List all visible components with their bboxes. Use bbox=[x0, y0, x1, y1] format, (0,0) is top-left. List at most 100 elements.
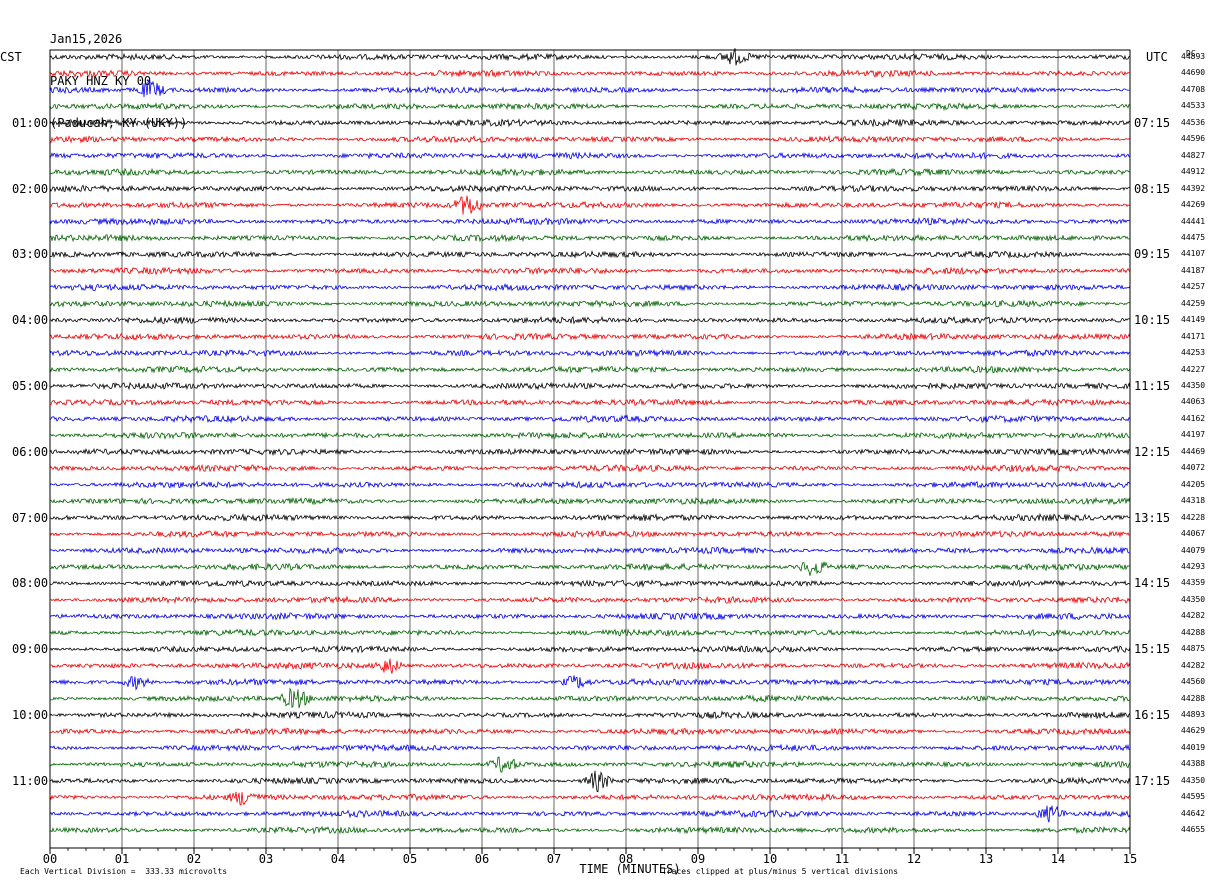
dc-offset-label: 44253 bbox=[1181, 348, 1206, 358]
dc-offset-label: 44388 bbox=[1181, 759, 1206, 769]
x-tick-label: 08 bbox=[619, 852, 633, 866]
dc-offset-label: 44533 bbox=[1181, 101, 1206, 111]
trace-row bbox=[49, 447, 1131, 457]
trace-row bbox=[49, 134, 1131, 144]
dc-offset-label: 44282 bbox=[1181, 611, 1206, 621]
utc-hour-label: 09:15 bbox=[1134, 247, 1171, 262]
trace-row bbox=[49, 431, 1131, 440]
trace-row bbox=[49, 628, 1131, 637]
trace-row bbox=[49, 561, 1131, 576]
trace-row bbox=[49, 529, 1131, 539]
utc-hour-label: 16:15 bbox=[1134, 708, 1171, 722]
dc-offset-label: 44067 bbox=[1181, 529, 1206, 539]
dc-header-label: DC bbox=[1186, 49, 1196, 58]
dc-offset-label: 44475 bbox=[1181, 232, 1206, 242]
cst-hour-label: 10:00 bbox=[12, 708, 49, 722]
x-tick-label: 00 bbox=[43, 852, 57, 866]
x-tick-label: 03 bbox=[259, 852, 273, 866]
trace-row bbox=[49, 463, 1131, 473]
utc-hour-label: 10:15 bbox=[1134, 313, 1171, 328]
dc-offset-label: 44197 bbox=[1181, 430, 1206, 440]
dc-offset-label: 44282 bbox=[1181, 660, 1206, 670]
trace-row bbox=[49, 233, 1131, 243]
trace-row bbox=[49, 299, 1131, 308]
dc-offset-label: 44893 bbox=[1181, 52, 1206, 61]
dc-offset-label: 44257 bbox=[1181, 282, 1206, 292]
cst-hour-label: 07:00 bbox=[12, 510, 49, 525]
x-tick-label: 01 bbox=[115, 852, 129, 866]
x-tick-label: 11 bbox=[835, 852, 849, 866]
trace-row bbox=[49, 167, 1131, 177]
scale-note: Each Vertical Division = 333.33 microvol… bbox=[20, 867, 228, 876]
dc-offset-label: 44293 bbox=[1181, 561, 1206, 571]
trace-row bbox=[49, 727, 1131, 736]
utc-hour-label: 15:15 bbox=[1134, 642, 1171, 657]
right-timezone-label: UTC bbox=[1146, 50, 1168, 64]
clip-note: Traces clipped at plus/minus 5 vertical … bbox=[662, 867, 899, 876]
trace-row bbox=[49, 710, 1131, 720]
x-tick-label: 04 bbox=[331, 852, 345, 866]
dc-offset-label: 44893 bbox=[1181, 710, 1206, 719]
dc-offset-label: 44629 bbox=[1181, 726, 1206, 736]
x-tick-label: 06 bbox=[475, 852, 489, 866]
cst-hour-label: 09:00 bbox=[12, 642, 49, 657]
dc-offset-label: 44107 bbox=[1181, 249, 1206, 259]
dc-offset-label: 44350 bbox=[1181, 775, 1206, 785]
dc-offset-label: 44912 bbox=[1181, 167, 1206, 177]
dc-offset-label: 44350 bbox=[1181, 594, 1206, 604]
trace-row bbox=[49, 825, 1131, 835]
dc-offset-label: 44560 bbox=[1181, 677, 1206, 687]
trace-row bbox=[49, 283, 1131, 292]
dc-offset-label: 44359 bbox=[1181, 578, 1206, 588]
dc-offset-label: 44827 bbox=[1181, 150, 1206, 160]
trace-row bbox=[49, 743, 1131, 753]
dc-offset-label: 44392 bbox=[1181, 183, 1206, 193]
trace-row bbox=[49, 480, 1131, 490]
trace-row bbox=[49, 675, 1131, 691]
cst-hour-label: 03:00 bbox=[12, 247, 49, 262]
trace-row bbox=[49, 546, 1131, 555]
x-tick-label: 09 bbox=[691, 852, 705, 866]
dc-offset-label: 44269 bbox=[1181, 200, 1206, 210]
dc-offset-label: 44690 bbox=[1181, 68, 1206, 78]
dc-offset-label: 44228 bbox=[1181, 512, 1206, 522]
utc-hour-label: 11:15 bbox=[1134, 379, 1171, 393]
trace-row bbox=[49, 644, 1131, 654]
dc-offset-label: 44187 bbox=[1181, 265, 1206, 275]
utc-hour-label: 14:15 bbox=[1134, 576, 1171, 591]
trace-row bbox=[49, 79, 1131, 98]
utc-hour-label: 08:15 bbox=[1134, 181, 1171, 196]
dc-offset-label: 44288 bbox=[1181, 693, 1206, 703]
cst-hour-label: 01:00 bbox=[12, 115, 49, 130]
trace-row bbox=[49, 658, 1131, 674]
trace-row bbox=[49, 118, 1131, 128]
dc-offset-label: 44642 bbox=[1181, 808, 1206, 818]
dc-offset-label: 44063 bbox=[1181, 397, 1206, 407]
dc-offset-label: 44162 bbox=[1181, 413, 1206, 423]
x-tick-label: 05 bbox=[403, 852, 417, 866]
trace-row bbox=[49, 398, 1131, 407]
trace-row bbox=[49, 381, 1131, 391]
dc-offset-label: 44536 bbox=[1181, 117, 1206, 127]
trace-row bbox=[49, 365, 1131, 374]
dc-offset-label: 44205 bbox=[1181, 479, 1206, 489]
dc-offset-label: 44708 bbox=[1181, 84, 1206, 94]
record-date: Jan15,2026 bbox=[50, 32, 123, 46]
trace-row bbox=[49, 266, 1131, 276]
trace-row bbox=[49, 68, 1131, 78]
utc-hour-label: 07:15 bbox=[1134, 115, 1171, 130]
plot-frame bbox=[49, 49, 1131, 849]
trace-row bbox=[49, 512, 1131, 522]
cst-hour-label: 08:00 bbox=[12, 576, 49, 591]
dc-offset-label: 44596 bbox=[1181, 134, 1206, 144]
trace-row bbox=[49, 48, 1131, 66]
cst-hour-label: 11:00 bbox=[12, 773, 49, 788]
dc-offset-label: 44259 bbox=[1181, 298, 1206, 308]
utc-hour-label: 17:15 bbox=[1134, 773, 1171, 788]
x-tick-label: 12 bbox=[907, 852, 921, 866]
trace-row bbox=[49, 332, 1131, 342]
cst-hour-label: 05:00 bbox=[12, 379, 49, 393]
dc-offset-label: 44019 bbox=[1181, 742, 1206, 752]
trace-row bbox=[49, 216, 1131, 227]
cst-hour-label: 06:00 bbox=[12, 444, 49, 459]
